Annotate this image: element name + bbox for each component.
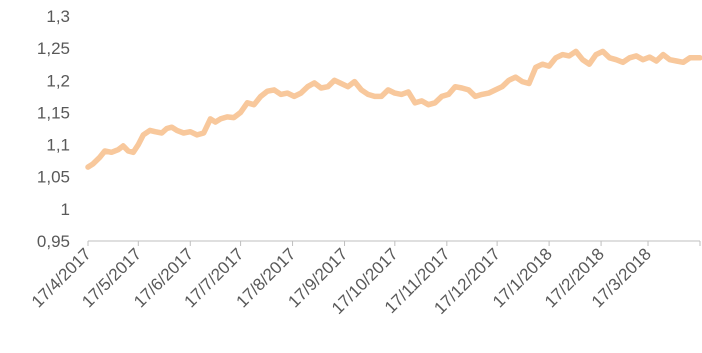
y-tick-label: 1,3 (46, 7, 70, 26)
y-tick-label: 0,95 (37, 232, 70, 251)
y-tick-label: 1,05 (37, 168, 70, 187)
y-tick-label: 1,2 (46, 71, 70, 90)
y-tick-label: 1 (61, 200, 70, 219)
y-tick-label: 1,1 (46, 136, 70, 155)
plot-area (85, 48, 702, 170)
y-axis: 0,95 1 1,05 1,1 1,15 1,2 1,25 1,3 (37, 7, 70, 251)
series-line (85, 48, 702, 170)
y-tick-label: 1,25 (37, 39, 70, 58)
x-axis: 17/4/201717/5/201717/6/201717/7/201717/8… (28, 240, 701, 318)
y-tick-label: 1,15 (37, 103, 70, 122)
